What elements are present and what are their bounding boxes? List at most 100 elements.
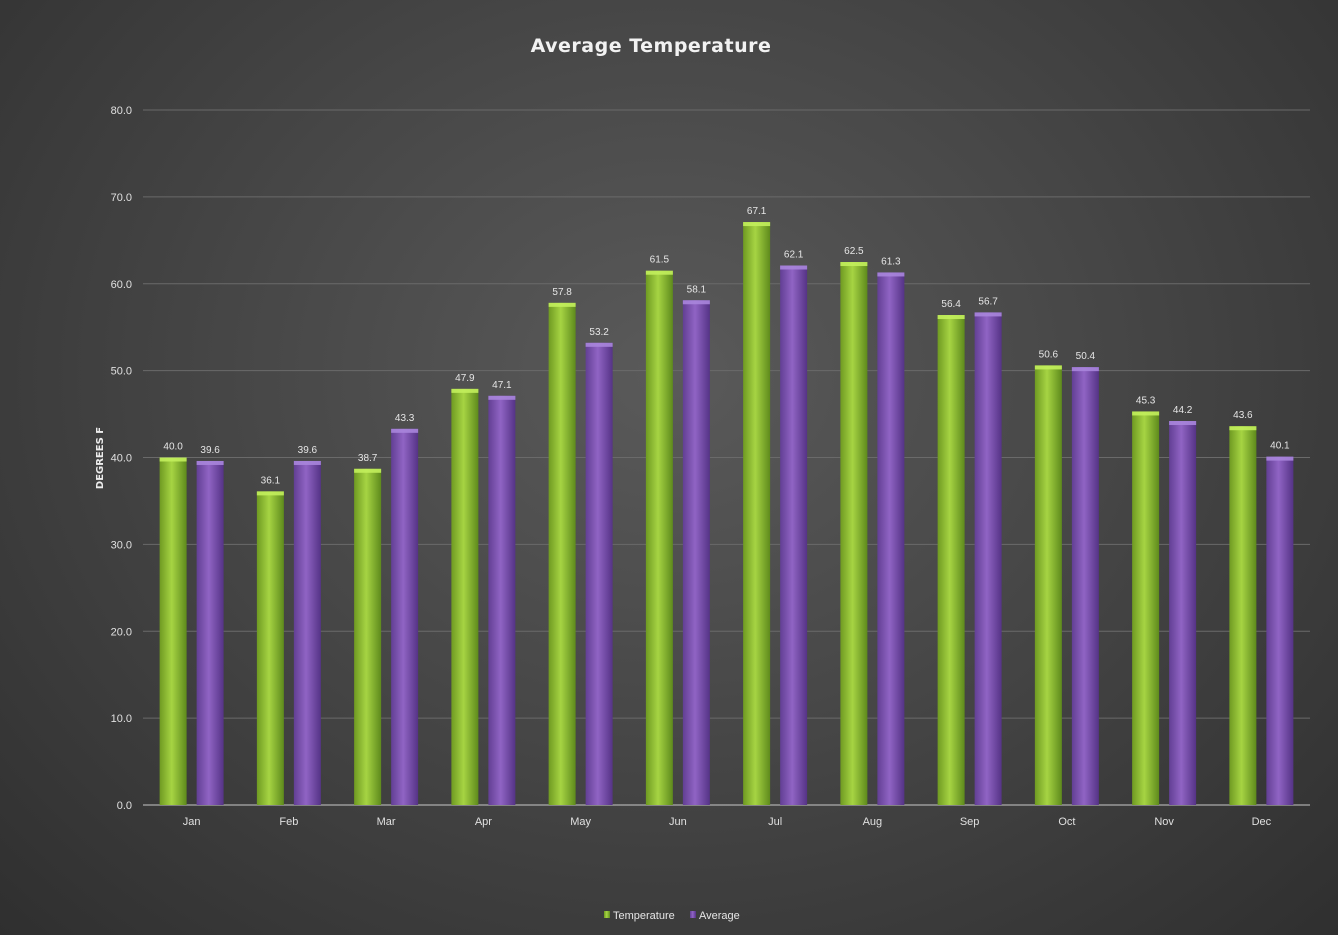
- y-tick-label: 60.0: [111, 279, 132, 291]
- bar-average-mar: [391, 428, 419, 805]
- bar-cap-average-feb: [293, 460, 321, 465]
- data-label-temperature-mar: 38.7: [358, 453, 378, 464]
- x-tick-label-jun: Jun: [669, 816, 687, 828]
- y-axis-label: DEGREES F: [95, 427, 106, 489]
- x-tick-label-sep: Sep: [960, 816, 980, 828]
- bar-cap-temperature-mar: [354, 468, 382, 473]
- data-label-temperature-jul: 67.1: [747, 206, 767, 217]
- data-label-average-apr: 47.1: [492, 380, 512, 391]
- data-label-temperature-jan: 40.0: [163, 442, 183, 453]
- x-axis-ticks: Jan Feb Mar Apr May Jun Jul Aug Sep Oct Nov Dec: [183, 816, 1272, 828]
- y-tick-label: 0.0: [117, 800, 132, 812]
- bar-average-nov: [1169, 421, 1197, 805]
- y-axis-ticks: 0.0 10.0 20.0 30.0 40.0 50.0 60.0 70.0 80.0: [111, 105, 132, 812]
- bar-cap-temperature-feb: [256, 491, 284, 496]
- bar-cap-average-dec: [1266, 456, 1294, 461]
- data-label-temperature-may: 57.8: [552, 287, 572, 298]
- data-label-temperature-nov: 45.3: [1136, 395, 1156, 406]
- bar-temperature-nov: [1132, 411, 1160, 805]
- bar-cap-temperature-nov: [1132, 411, 1160, 416]
- data-label-average-nov: 44.2: [1173, 405, 1193, 416]
- data-label-average-feb: 39.6: [298, 445, 318, 456]
- legend-swatch-average: [690, 911, 696, 918]
- bar-temperature-aug: [840, 262, 868, 805]
- bar-temperature-jan: [159, 457, 187, 805]
- bar-temperature-may: [548, 302, 576, 805]
- data-label-average-jan: 39.6: [200, 445, 220, 456]
- bar-average-aug: [877, 272, 905, 805]
- data-label-temperature-dec: 43.6: [1233, 410, 1253, 421]
- bar-average-jan: [196, 460, 224, 805]
- bar-average-sep: [974, 312, 1002, 805]
- legend: Temperature Average: [604, 910, 740, 922]
- data-label-temperature-apr: 47.9: [455, 373, 475, 384]
- bar-temperature-apr: [451, 388, 479, 805]
- bar-temperature-feb: [256, 491, 284, 805]
- bar-cap-temperature-apr: [451, 388, 479, 393]
- y-tick-label: 50.0: [111, 366, 132, 378]
- bar-average-apr: [488, 395, 516, 805]
- bar-cap-temperature-sep: [937, 315, 965, 320]
- data-label-temperature-oct: 50.6: [1039, 349, 1059, 360]
- x-tick-label-may: May: [570, 816, 591, 828]
- bar-average-may: [585, 342, 613, 805]
- bar-cap-average-apr: [488, 395, 516, 400]
- bar-cap-temperature-aug: [840, 262, 868, 267]
- bar-temperature-oct: [1034, 365, 1062, 805]
- x-tick-label-aug: Aug: [863, 816, 883, 828]
- bar-average-feb: [293, 460, 321, 805]
- x-tick-label-jan: Jan: [183, 816, 201, 828]
- legend-swatch-temperature: [604, 911, 610, 918]
- bar-cap-average-nov: [1169, 421, 1197, 426]
- data-label-average-may: 53.2: [589, 327, 609, 338]
- bar-average-dec: [1266, 456, 1294, 805]
- x-tick-label-dec: Dec: [1252, 816, 1272, 828]
- bars: [159, 222, 1294, 806]
- bar-cap-temperature-jan: [159, 457, 187, 462]
- bar-average-oct: [1071, 367, 1099, 805]
- bar-cap-temperature-may: [548, 302, 576, 307]
- bar-cap-average-may: [585, 342, 613, 347]
- data-label-temperature-sep: 56.4: [941, 299, 961, 310]
- y-tick-label: 70.0: [111, 192, 132, 204]
- data-label-average-oct: 50.4: [1076, 351, 1096, 362]
- bar-cap-average-jul: [780, 265, 808, 270]
- bar-cap-temperature-jul: [743, 222, 771, 227]
- bar-temperature-jun: [645, 270, 673, 805]
- data-label-temperature-jun: 61.5: [650, 255, 670, 266]
- data-label-average-mar: 43.3: [395, 413, 415, 424]
- bar-cap-temperature-jun: [645, 270, 673, 275]
- legend-label-temperature: Temperature: [613, 910, 675, 922]
- bar-cap-average-jun: [682, 300, 710, 305]
- x-tick-label-feb: Feb: [279, 816, 298, 828]
- data-labels: 40.0 39.6 36.1 39.6 38.7 43.3 47.9 47.1 57.8 53.2…: [163, 206, 1290, 486]
- bar-average-jun: [682, 300, 710, 805]
- x-tick-label-apr: Apr: [475, 816, 492, 828]
- data-label-average-aug: 61.3: [881, 256, 901, 267]
- bar-temperature-sep: [937, 315, 965, 805]
- x-tick-label-oct: Oct: [1058, 816, 1075, 828]
- chart-title: Average Temperature: [531, 35, 772, 57]
- data-label-temperature-feb: 36.1: [261, 475, 281, 486]
- data-label-average-sep: 56.7: [978, 296, 998, 307]
- data-label-average-dec: 40.1: [1270, 441, 1290, 452]
- y-tick-label: 40.0: [111, 453, 132, 465]
- data-label-average-jun: 58.1: [687, 284, 707, 295]
- bar-cap-temperature-dec: [1229, 426, 1257, 431]
- y-tick-label: 20.0: [111, 626, 132, 638]
- x-tick-label-mar: Mar: [377, 816, 396, 828]
- x-tick-label-jul: Jul: [768, 816, 782, 828]
- bar-cap-average-oct: [1071, 367, 1099, 372]
- bar-cap-average-sep: [974, 312, 1002, 317]
- bar-cap-average-mar: [391, 428, 419, 433]
- x-tick-label-nov: Nov: [1154, 816, 1174, 828]
- bar-temperature-mar: [354, 468, 382, 805]
- bar-temperature-dec: [1229, 426, 1257, 805]
- bar-average-jul: [780, 265, 808, 806]
- y-tick-label: 30.0: [111, 539, 132, 551]
- bar-cap-average-jan: [196, 460, 224, 465]
- data-label-temperature-aug: 62.5: [844, 246, 864, 257]
- bar-temperature-jul: [743, 222, 771, 806]
- y-tick-label: 10.0: [111, 713, 132, 725]
